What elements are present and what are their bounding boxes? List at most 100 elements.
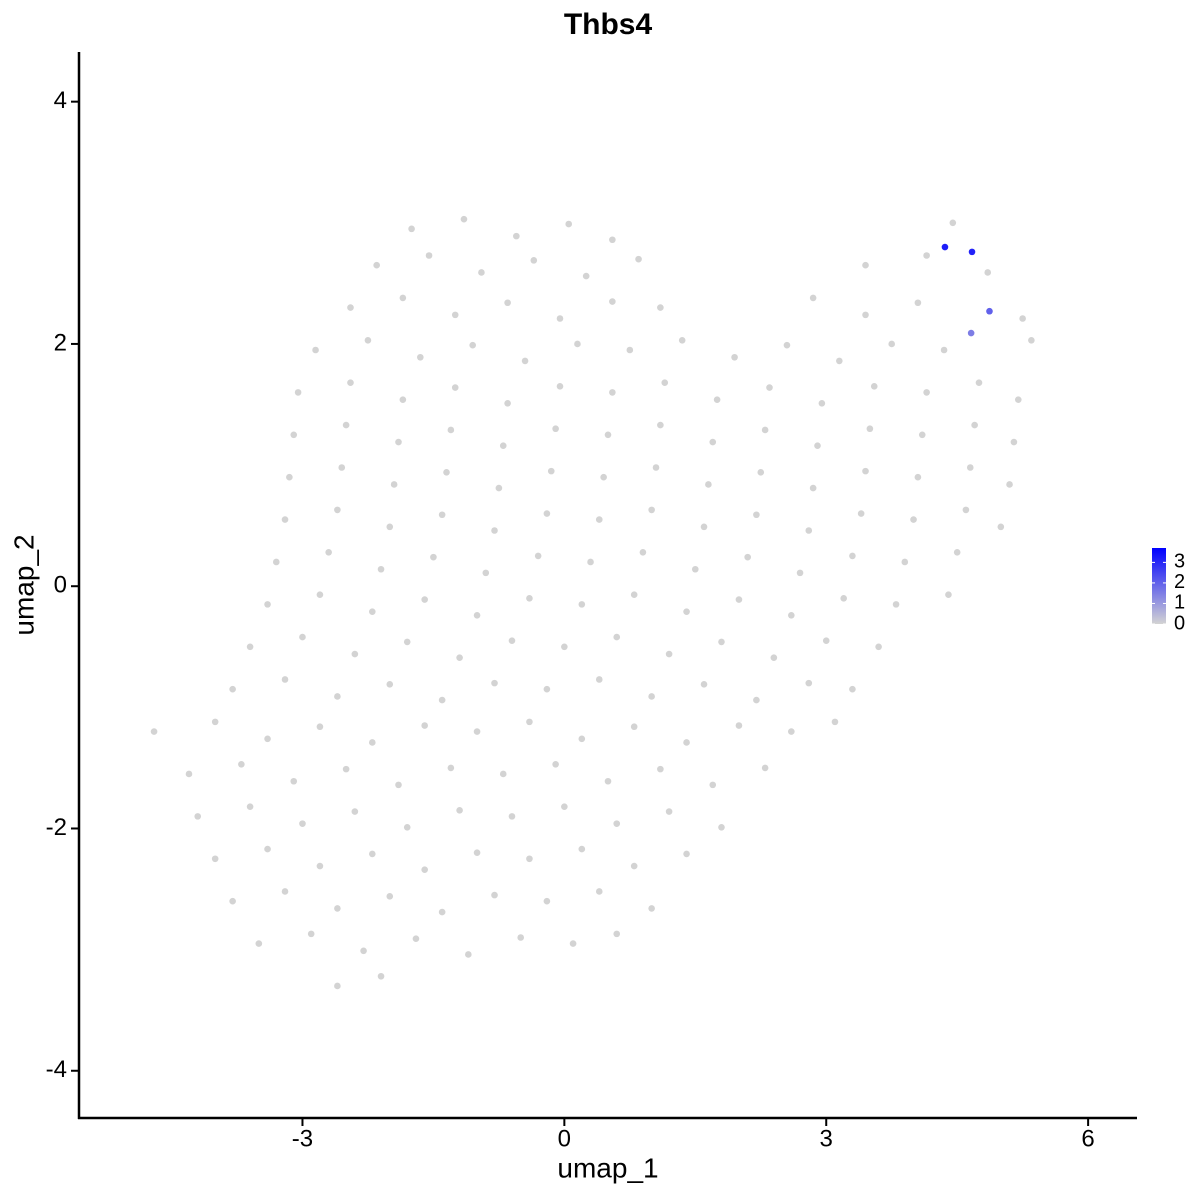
point (264, 845, 271, 853)
point (482, 569, 490, 577)
point (731, 353, 738, 361)
point (334, 506, 341, 514)
point (281, 516, 289, 523)
point (718, 638, 725, 646)
point (399, 294, 407, 302)
point (543, 510, 551, 517)
point (473, 728, 481, 735)
point (735, 596, 743, 603)
point (892, 601, 900, 608)
y-tick-label: -2 (46, 814, 67, 841)
point (547, 467, 555, 475)
point (543, 897, 551, 905)
x-axis-label: umap_1 (557, 1152, 658, 1183)
point (491, 679, 498, 687)
point (495, 484, 503, 492)
point (185, 770, 193, 778)
point (316, 862, 324, 870)
point (351, 808, 359, 815)
point (805, 527, 813, 534)
point (351, 650, 359, 658)
point (923, 389, 930, 396)
point (678, 337, 686, 344)
point (630, 862, 638, 870)
colorbar-tick-label: 3 (1174, 551, 1185, 573)
point (962, 506, 970, 514)
point (473, 611, 481, 619)
point (456, 654, 463, 661)
point (281, 888, 289, 895)
point (526, 595, 533, 602)
point (574, 340, 581, 348)
point (788, 728, 795, 735)
point (460, 215, 468, 223)
point (399, 396, 407, 403)
point (272, 558, 280, 566)
point (473, 849, 481, 857)
point (700, 523, 708, 531)
point (386, 893, 394, 900)
point (984, 269, 992, 276)
point (953, 548, 961, 556)
point (513, 232, 520, 240)
y-axis-label: umap_2 (8, 534, 39, 635)
point (700, 681, 708, 688)
point (866, 425, 874, 433)
point (657, 421, 664, 429)
point (967, 329, 975, 337)
point (526, 855, 533, 863)
point (443, 469, 450, 476)
x-tick-label: 0 (558, 1125, 571, 1152)
point (857, 510, 865, 517)
point (369, 850, 376, 858)
point (561, 803, 568, 810)
point (491, 527, 498, 534)
point (504, 399, 511, 407)
point (805, 679, 813, 687)
point (543, 685, 551, 693)
point (604, 777, 612, 785)
colorbar-tick-label: 2 (1174, 571, 1185, 593)
colorbar-tick-label: 0 (1174, 612, 1185, 634)
point (561, 643, 568, 651)
point (910, 516, 917, 523)
point (552, 425, 559, 433)
point (478, 269, 485, 276)
point (294, 389, 302, 396)
point (966, 464, 974, 471)
point (761, 426, 769, 434)
point (582, 272, 590, 280)
point (517, 934, 525, 941)
point (709, 781, 717, 789)
point (630, 723, 638, 731)
point (307, 930, 315, 938)
point (635, 255, 642, 263)
point (862, 467, 869, 475)
point (456, 807, 463, 814)
point (334, 693, 341, 700)
point (526, 718, 533, 726)
point (1010, 438, 1018, 446)
point (836, 357, 843, 365)
point (211, 718, 219, 726)
point (238, 760, 245, 768)
point (364, 337, 372, 344)
point (521, 357, 529, 365)
point (949, 219, 957, 227)
point (941, 243, 949, 251)
point (657, 765, 664, 773)
point (971, 421, 978, 429)
point (766, 384, 773, 391)
point (229, 685, 236, 693)
point (735, 722, 743, 729)
point (796, 569, 804, 577)
point (246, 643, 254, 651)
point (447, 426, 455, 434)
point (264, 601, 271, 608)
point (451, 384, 459, 391)
point (469, 341, 476, 349)
point (499, 442, 507, 449)
point (565, 220, 573, 228)
point (421, 866, 428, 873)
point (290, 777, 298, 785)
